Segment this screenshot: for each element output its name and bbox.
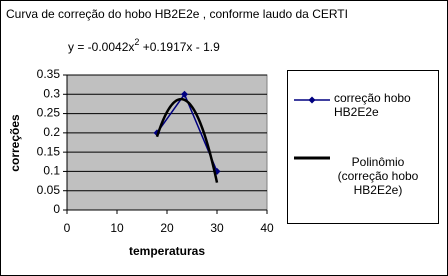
y-tick-label: 0.35 — [37, 67, 61, 81]
x-tick-label: 20 — [160, 221, 174, 235]
y-axis-label: correções — [8, 114, 22, 172]
x-tick-label: 30 — [210, 221, 224, 235]
x-tick-label: 40 — [260, 221, 274, 235]
y-tick-label: 0.2 — [43, 125, 60, 139]
y-tick-label: 0 — [53, 202, 60, 216]
equation-part: +0.1917x - 1.9 — [139, 40, 220, 54]
y-tick-label: 0.05 — [37, 183, 61, 197]
legend-key — [294, 96, 330, 104]
legend-label: Polinômio (correção hobo HB2E2e) — [337, 155, 419, 197]
y-tick-label: 0.15 — [37, 144, 61, 158]
legend-marker — [308, 96, 316, 104]
y-tick-label: 0.1 — [43, 164, 60, 178]
point-marker — [181, 90, 188, 98]
y-tick-label: 0.3 — [43, 86, 60, 100]
equation-exponent: 2 — [134, 37, 139, 47]
legend-key — [294, 156, 330, 160]
x-tick-label: 10 — [110, 221, 124, 235]
chart-title: Curva de correção do hobo HB2E2e , confo… — [6, 7, 348, 21]
x-tick-label: 0 — [64, 221, 71, 235]
legend-label: correção hobo HB2E2e — [334, 91, 411, 119]
trendline-equation: y = -0.0042x2 +0.1917x - 1.9 — [68, 37, 220, 54]
equation-part: y = -0.0042x — [68, 40, 134, 54]
legend: correção hobo HB2E2e Polinômio (correção… — [287, 70, 439, 224]
y-tick-label: 0.25 — [37, 106, 61, 120]
trendline — [155, 97, 219, 183]
x-axis-label: temperaturas — [129, 244, 205, 258]
plot-area — [66, 74, 268, 211]
